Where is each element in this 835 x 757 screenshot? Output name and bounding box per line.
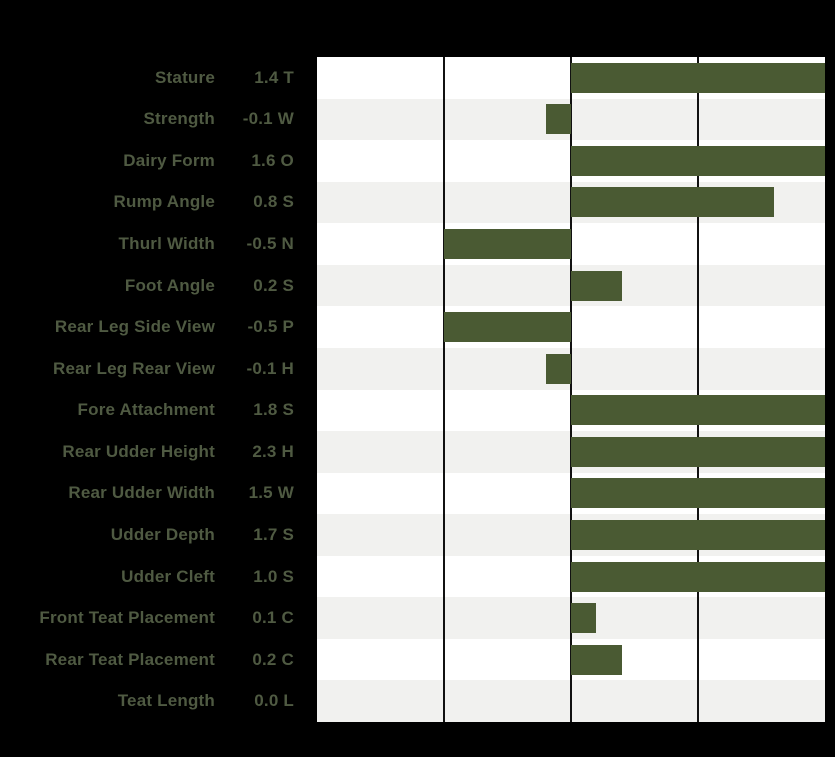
trait-value: -0.1 W	[242, 109, 294, 129]
trait-row: Rear Leg Rear View -0.1 H	[0, 347, 835, 390]
trait-value: 1.8 S	[253, 400, 294, 420]
trait-value: 1.4 T	[254, 67, 294, 87]
trait-value: 0.8 S	[253, 192, 294, 212]
trait-row: Rear Leg Side View -0.5 P	[0, 306, 835, 348]
trait-bar	[571, 603, 597, 634]
trait-row: Udder Cleft 1.0 S	[0, 555, 835, 598]
trait-row: Rear Udder Width 1.5 W	[0, 472, 835, 515]
trait-row: Dairy Form 1.6 O	[0, 140, 835, 182]
trait-bar	[571, 561, 825, 592]
trait-bar	[571, 187, 775, 218]
trait-row: Rear Teat Placement 0.2 C	[0, 638, 835, 681]
trait-label: Strength	[143, 109, 215, 129]
gridline-zero-axis	[570, 57, 572, 722]
trait-label: Thurl Width	[118, 234, 215, 254]
trait-bar	[545, 353, 571, 384]
trait-label: Stature	[155, 67, 215, 87]
chart-rows: Stature 1.4 T Strength -0.1 W Dairy Form…	[0, 57, 835, 722]
trait-label: Udder Depth	[110, 524, 215, 544]
trait-bar	[571, 478, 825, 509]
trait-row: Front Teat Placement 0.1 C	[0, 597, 835, 639]
trait-label: Rump Angle	[113, 192, 215, 212]
trait-row: Rear Udder Height 2.3 H	[0, 431, 835, 473]
trait-row: Udder Depth 1.7 S	[0, 514, 835, 556]
trait-bar	[571, 519, 825, 550]
trait-bar	[571, 62, 825, 93]
trait-value: 1.7 S	[253, 524, 294, 544]
trait-bar	[571, 270, 622, 301]
trait-label: Teat Length	[117, 691, 215, 711]
trait-value: 1.6 O	[251, 150, 294, 170]
trait-row: Stature 1.4 T	[0, 57, 835, 99]
trait-value: 0.2 S	[253, 275, 294, 295]
trait-value: 0.2 C	[252, 649, 294, 669]
trait-bar	[571, 395, 825, 426]
trait-bar	[444, 229, 571, 260]
trait-bar	[571, 644, 622, 675]
trait-row: Strength -0.1 W	[0, 98, 835, 141]
trait-row: Thurl Width -0.5 N	[0, 223, 835, 265]
trait-bar	[545, 104, 571, 135]
trait-label: Dairy Form	[123, 150, 215, 170]
trait-label: Rear Leg Side View	[54, 317, 215, 337]
trait-label: Rear Leg Rear View	[52, 358, 215, 378]
trait-row: Rump Angle 0.8 S	[0, 181, 835, 224]
trait-value: 1.0 S	[253, 566, 294, 586]
trait-value: -0.5 N	[246, 234, 294, 254]
trait-bar	[571, 436, 825, 467]
trait-label: Rear Udder Height	[62, 441, 215, 461]
trait-value: 0.0 L	[254, 691, 294, 711]
trait-value: -0.5 P	[247, 317, 294, 337]
trait-row: Foot Angle 0.2 S	[0, 264, 835, 307]
gridline-minus-half	[443, 57, 445, 722]
trait-value: 2.3 H	[252, 441, 294, 461]
trait-bar	[571, 145, 825, 176]
trait-label: Udder Cleft	[121, 566, 215, 586]
trait-value: -0.1 H	[246, 358, 294, 378]
trait-value: 0.1 C	[252, 608, 294, 628]
trait-value: 1.5 W	[248, 483, 294, 503]
trait-bar	[444, 312, 571, 343]
trait-row: Teat Length 0.0 L	[0, 680, 835, 722]
trait-label: Front Teat Placement	[39, 608, 215, 628]
trait-row: Fore Attachment 1.8 S	[0, 389, 835, 432]
trait-label: Rear Udder Width	[68, 483, 215, 503]
trait-label: Rear Teat Placement	[45, 649, 215, 669]
gridline-plus-half	[697, 57, 699, 722]
trait-label: Foot Angle	[124, 275, 215, 295]
trait-label: Fore Attachment	[77, 400, 215, 420]
